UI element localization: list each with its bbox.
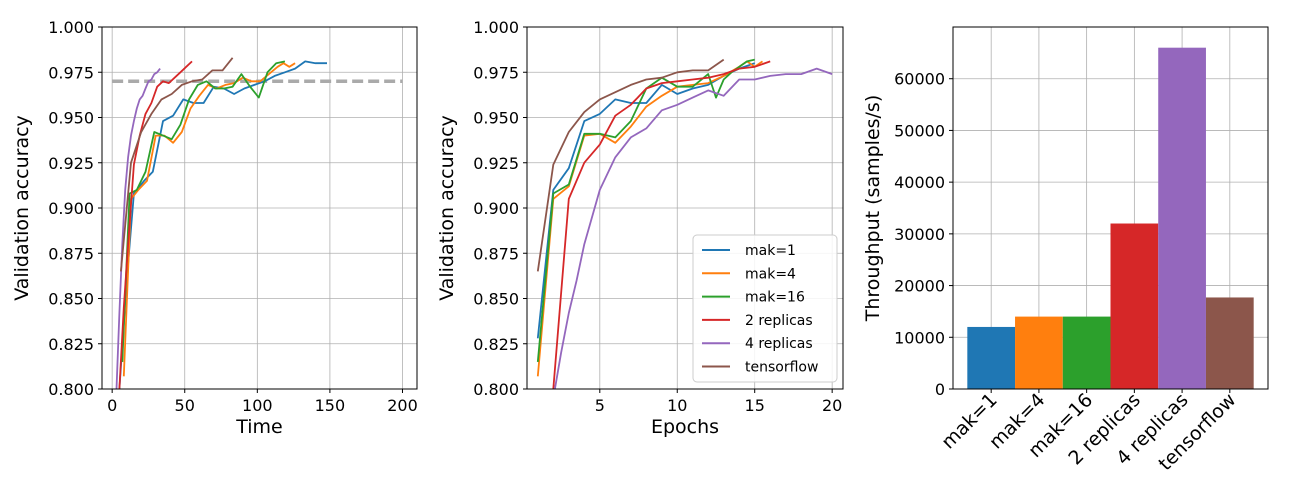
y-tick-label: 0.975 <box>48 63 94 82</box>
y-tick-label: 0.875 <box>473 244 519 263</box>
y-tick-label: 40000 <box>894 173 945 192</box>
time-accuracy-chart: 0 50 100 150 200 0.800 0.825 0.850 0.875 0.900 0.9… <box>11 18 418 438</box>
y-tick-label: 0.875 <box>48 244 94 263</box>
y-tick-label: 0.900 <box>48 199 94 218</box>
legend-box <box>692 234 838 383</box>
series-line-2-replicas <box>552 60 771 389</box>
series-line-mak-16 <box>121 60 286 362</box>
x-tick-label: 20 <box>822 396 842 415</box>
series-line-tensorflow <box>536 58 725 272</box>
epochs-accuracy-chart: 5 10 15 20 0.800 0.825 0.850 0.875 0.900 0.925 0.9… <box>436 18 844 438</box>
x-tick-label: 150 <box>315 396 346 415</box>
bar-tensorflow <box>1205 297 1254 389</box>
y-tick-label: 0.800 <box>48 380 94 399</box>
y-tick-label: 0.950 <box>48 109 94 128</box>
y-tick-label: 0.975 <box>473 63 519 82</box>
series-line-4-replicas <box>115 68 161 389</box>
y-tick-label: 10000 <box>894 328 945 347</box>
series-line-4-replicas <box>554 67 833 389</box>
y-tick-label: 30000 <box>894 225 945 244</box>
y-tick-label: 0.950 <box>473 109 519 128</box>
y-tick-label: 60000 <box>894 70 945 89</box>
bar-mak-1 <box>967 326 1016 389</box>
legend: mak=1 mak=4 mak=16 2 replicas 4 replicas tens… <box>692 234 838 383</box>
bar-mak-4 <box>1015 316 1063 389</box>
x-tick-label: 100 <box>242 396 273 415</box>
bar-2-replicas <box>1110 223 1159 389</box>
legend-label-2-replicas: 2 replicas <box>745 313 813 329</box>
x-tick-label: 50 <box>175 396 195 415</box>
x-axis-label: Epochs <box>651 416 719 438</box>
legend-label-mak-1: mak=1 <box>745 243 796 259</box>
y-tick-label: 20000 <box>894 277 945 296</box>
axes-frame <box>952 26 1269 390</box>
x-tick-label: 15 <box>745 396 765 415</box>
y-tick-label: 0 <box>935 380 945 399</box>
legend-label-4-replicas: 4 replicas <box>745 336 813 352</box>
y-tick-label: 0.825 <box>473 335 519 354</box>
y-tick-label: 0.825 <box>48 335 94 354</box>
y-tick-label: 0.850 <box>473 290 519 309</box>
bar-4-replicas <box>1158 47 1206 389</box>
y-tick-label: 0.800 <box>473 380 519 399</box>
series-line-2-replicas <box>118 60 193 389</box>
y-axis-label: Throughput (samples/s) <box>862 95 884 323</box>
y-tick-label: 50000 <box>894 121 945 140</box>
x-tick-label: 200 <box>387 396 418 415</box>
y-tick-label: 0.850 <box>48 290 94 309</box>
y-tick-label: 0.925 <box>473 154 519 173</box>
x-tick-label: 0 <box>107 396 117 415</box>
legend-label-mak-16: mak=16 <box>745 290 805 306</box>
x-axis-label: Time <box>235 416 283 438</box>
y-tick-label: 0.925 <box>48 154 94 173</box>
legend-label-tensorflow: tensorflow <box>745 360 818 376</box>
y-tick-label: 1.000 <box>473 18 519 37</box>
y-tick-label: 1.000 <box>48 18 94 37</box>
x-tick-label: 5 <box>595 396 605 415</box>
bar-mak-16 <box>1062 316 1111 389</box>
y-tick-label: 0.900 <box>473 199 519 218</box>
y-axis-label: Validation accuracy <box>436 115 458 301</box>
x-tick-label: 10 <box>667 396 687 415</box>
legend-label-mak-4: mak=4 <box>745 266 796 282</box>
series-line-tensorflow <box>120 57 234 272</box>
y-axis-label: Validation accuracy <box>11 115 33 301</box>
